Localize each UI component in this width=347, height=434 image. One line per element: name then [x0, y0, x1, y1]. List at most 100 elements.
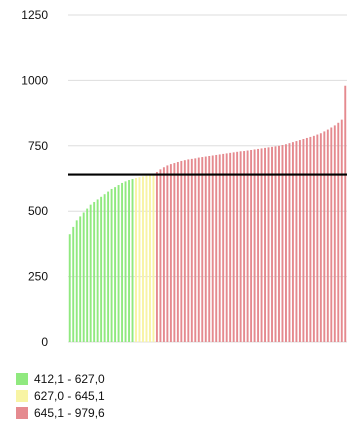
y-tick-label: 1000 — [21, 73, 48, 87]
bar — [114, 187, 117, 342]
bar — [344, 85, 347, 343]
bar — [93, 202, 96, 342]
y-tick-label: 1250 — [21, 8, 48, 22]
bar — [309, 136, 312, 342]
bar — [155, 171, 158, 342]
bar — [204, 156, 207, 342]
bar — [291, 142, 294, 342]
bar — [274, 146, 277, 342]
bar — [264, 147, 266, 342]
bar — [305, 137, 308, 342]
y-tick-label: 500 — [28, 204, 48, 218]
legend-item-green: 412,1 - 627,0 — [16, 370, 105, 387]
bar — [187, 159, 190, 342]
y-tick-label: 250 — [28, 270, 48, 284]
bar — [135, 177, 137, 342]
bar — [131, 179, 134, 342]
bar — [302, 139, 305, 342]
bar — [211, 155, 214, 342]
bar — [79, 216, 82, 342]
grid — [68, 14, 347, 343]
legend-label-green: 412,1 - 627,0 — [34, 371, 105, 386]
y-tick-label: 750 — [28, 139, 48, 153]
legend-swatch-red — [16, 406, 28, 419]
bar — [110, 188, 113, 342]
bar — [229, 152, 232, 342]
bar — [312, 135, 315, 342]
bar — [323, 131, 326, 342]
bar — [253, 149, 256, 342]
bar — [222, 153, 225, 342]
bar — [316, 134, 319, 342]
bar — [173, 163, 176, 342]
bar — [169, 164, 172, 342]
bar — [232, 152, 235, 342]
bar — [183, 160, 186, 342]
bar — [142, 176, 144, 342]
bar — [239, 151, 242, 342]
bar — [145, 175, 148, 342]
bar — [197, 157, 200, 342]
bar — [218, 154, 221, 342]
bar — [194, 158, 197, 342]
bar — [176, 162, 179, 342]
legend-item-red: 645,1 - 979,6 — [16, 404, 105, 421]
legend-swatch-green — [16, 372, 28, 385]
legend: 412,1 - 627,0 627,0 - 645,1 645,1 - 979,… — [16, 370, 105, 421]
bar — [149, 174, 151, 342]
bar — [246, 150, 249, 342]
bar — [162, 167, 165, 342]
bar — [180, 160, 183, 342]
y-tick-label: 0 — [41, 335, 48, 349]
bar — [96, 199, 99, 342]
bars — [68, 85, 347, 343]
bar — [166, 165, 169, 342]
bar — [152, 174, 155, 342]
bar — [138, 177, 141, 342]
bar — [225, 153, 228, 342]
bar — [267, 147, 270, 342]
bar — [82, 212, 85, 342]
legend-item-yellow: 627,0 - 645,1 — [16, 387, 105, 404]
bar — [121, 182, 124, 342]
bar — [128, 180, 130, 342]
bar — [159, 169, 162, 342]
bar — [285, 144, 287, 342]
bar — [190, 158, 193, 342]
bar — [208, 156, 211, 342]
bar — [326, 129, 329, 342]
bar — [75, 220, 78, 342]
bar — [68, 234, 71, 342]
bar — [124, 181, 127, 342]
bar — [236, 151, 239, 342]
bar — [257, 148, 260, 342]
bar — [215, 154, 218, 342]
bar — [271, 146, 273, 342]
bar — [86, 208, 89, 342]
legend-label-yellow: 627,0 - 645,1 — [34, 388, 105, 403]
bar — [250, 149, 253, 342]
bar — [89, 204, 92, 342]
bar — [107, 191, 110, 342]
bar — [201, 157, 204, 342]
bar — [337, 122, 340, 342]
bar — [72, 226, 75, 342]
bar — [100, 196, 103, 342]
legend-label-red: 645,1 - 979,6 — [34, 405, 105, 420]
legend-swatch-yellow — [16, 389, 28, 402]
bar — [333, 125, 336, 343]
bar — [278, 145, 280, 342]
bar — [117, 185, 120, 342]
bar — [319, 133, 322, 342]
bar — [340, 119, 343, 342]
bar — [281, 145, 284, 342]
y-axis: 0 250 500 750 1000 1250 — [21, 8, 48, 349]
bar — [103, 194, 106, 342]
bar — [295, 141, 298, 342]
bar — [243, 151, 246, 342]
bar — [330, 127, 333, 343]
bar — [288, 143, 291, 342]
bar — [298, 140, 301, 342]
